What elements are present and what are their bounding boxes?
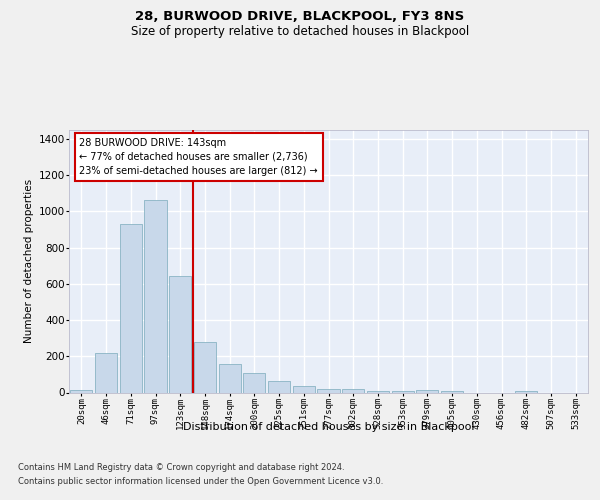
Bar (70, 390, 92, 392)
Bar (441, 390, 463, 392)
Bar (169, 276, 191, 392)
Bar (119, 224, 142, 392)
Text: Contains public sector information licensed under the Open Government Licence v3: Contains public sector information licen… (18, 478, 383, 486)
Text: Size of property relative to detached houses in Blackpool: Size of property relative to detached ho… (131, 25, 469, 38)
Bar (268, 380, 290, 392)
Bar (95, 352, 117, 393)
Bar (515, 390, 538, 392)
Text: Contains HM Land Registry data © Crown copyright and database right 2024.: Contains HM Land Registry data © Crown c… (18, 462, 344, 471)
Text: 28 BURWOOD DRIVE: 143sqm
← 77% of detached houses are smaller (2,736)
23% of sem: 28 BURWOOD DRIVE: 143sqm ← 77% of detach… (79, 138, 318, 176)
Bar (367, 390, 389, 392)
Y-axis label: Number of detached properties: Number of detached properties (25, 179, 34, 344)
Bar (293, 386, 315, 392)
Bar (392, 390, 414, 392)
Bar (218, 364, 241, 392)
Text: Distribution of detached houses by size in Blackpool: Distribution of detached houses by size … (183, 422, 475, 432)
Text: 28, BURWOOD DRIVE, BLACKPOOL, FY3 8NS: 28, BURWOOD DRIVE, BLACKPOOL, FY3 8NS (136, 10, 464, 23)
Bar (416, 390, 439, 392)
Bar (243, 374, 265, 392)
Bar (342, 389, 364, 392)
Bar (317, 389, 340, 392)
Bar (194, 342, 216, 392)
Bar (145, 200, 167, 392)
